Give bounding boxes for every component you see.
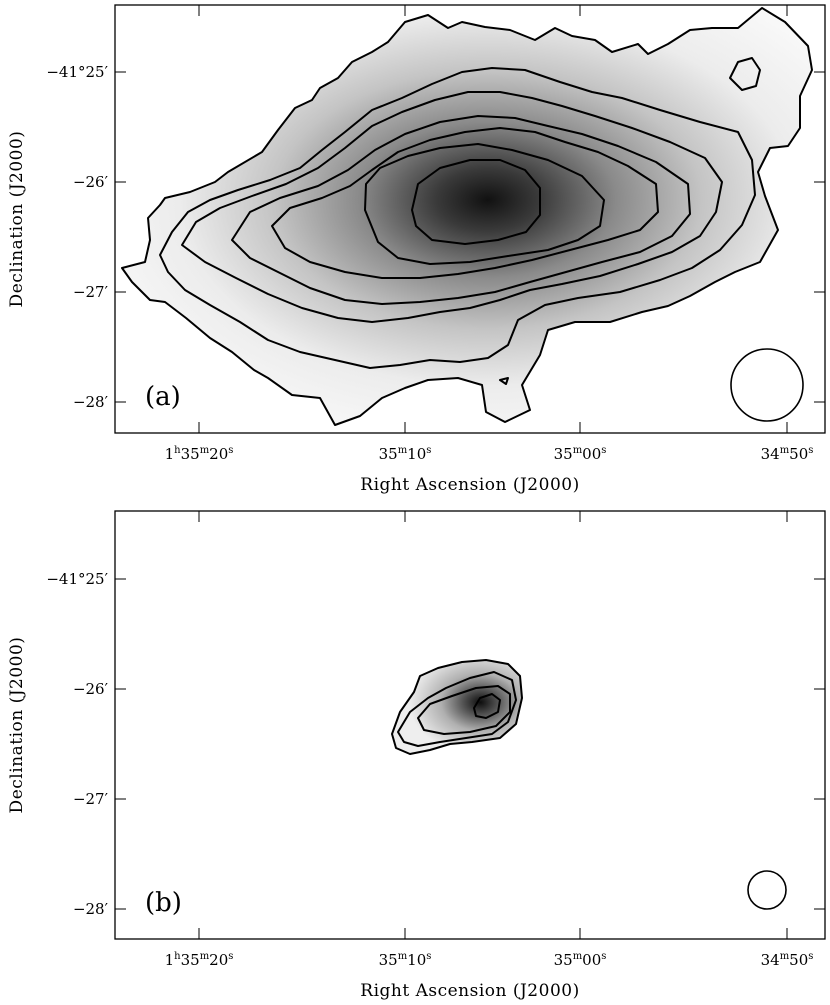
panel-a-xtick-label: 34m50s (761, 445, 814, 463)
panel-b-ytick-label: −41°25′ (46, 570, 108, 588)
panel-b-image (391, 659, 523, 755)
panel-a-contour-5 (271, 127, 659, 279)
panel-a-contour-7 (411, 159, 541, 245)
panel-b-xlabel: Right Ascension (J2000) (360, 981, 579, 1001)
panel-b-xtick-label: 1h35m20s (165, 951, 234, 969)
panel-a-contour-4 (231, 115, 691, 305)
panel-b-ticks (115, 511, 825, 939)
panel-b-xtick-label: 35m10s (379, 951, 432, 969)
panel-a-contour-3 (181, 91, 723, 323)
panel-b-beam-ellipse (747, 870, 787, 910)
panel-b-frame (114, 510, 826, 940)
panel-a: −41°25′ −26′ −27′ −28′ 1h35m20s 35m10s 3… (7, 4, 826, 495)
panel-a-frame (114, 4, 826, 434)
panel-a-contour-6 (364, 143, 605, 265)
panel-b-contour-3 (417, 685, 511, 735)
panel-b-contour-2 (397, 671, 517, 747)
panel-a-xlabel: Right Ascension (J2000) (360, 475, 579, 495)
panel-a-contour-1 (121, 7, 813, 426)
panel-b-label: (b) (145, 888, 182, 918)
panel-a-ytick-label: −41°25′ (46, 63, 108, 81)
panel-a-ytick-label: −28′ (73, 393, 109, 411)
panel-b-contour-4 (473, 693, 501, 719)
panel-a-ytick-label: −26′ (73, 173, 109, 191)
panel-a-contour-island-2 (499, 377, 509, 385)
panel-a-image (121, 7, 813, 426)
panel-b-xtick-label: 34m50s (761, 951, 814, 969)
panel-a-xtick-label: 1h35m20s (165, 445, 234, 463)
panel-a-ticks (115, 5, 825, 433)
panel-b-ytick-label: −26′ (73, 680, 109, 698)
panel-a-contour-2 (159, 67, 756, 369)
panel-a-ylabel: Declination (J2000) (7, 131, 27, 308)
panel-a-contour-island (729, 57, 761, 91)
panel-a-label: (a) (145, 382, 181, 412)
panel-b-ylabel: Declination (J2000) (7, 637, 27, 814)
panel-b-ytick-label: −27′ (73, 790, 109, 808)
panel-a-beam-ellipse (730, 348, 804, 422)
panel-b: −41°25′ −26′ −27′ −28′ 1h35m20s 35m10s 3… (7, 510, 826, 1001)
panel-a-xtick-label: 35m00s (554, 445, 607, 463)
panel-a-ytick-label: −27′ (73, 283, 109, 301)
panel-b-xtick-label: 35m00s (554, 951, 607, 969)
panel-a-xtick-label: 35m10s (379, 445, 432, 463)
panel-b-ytick-label: −28′ (73, 900, 109, 918)
